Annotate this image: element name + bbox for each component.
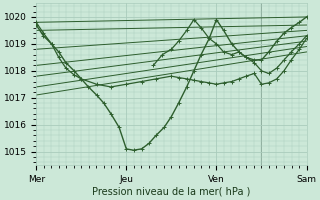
X-axis label: Pression niveau de la mer( hPa ): Pression niveau de la mer( hPa ) — [92, 187, 251, 197]
